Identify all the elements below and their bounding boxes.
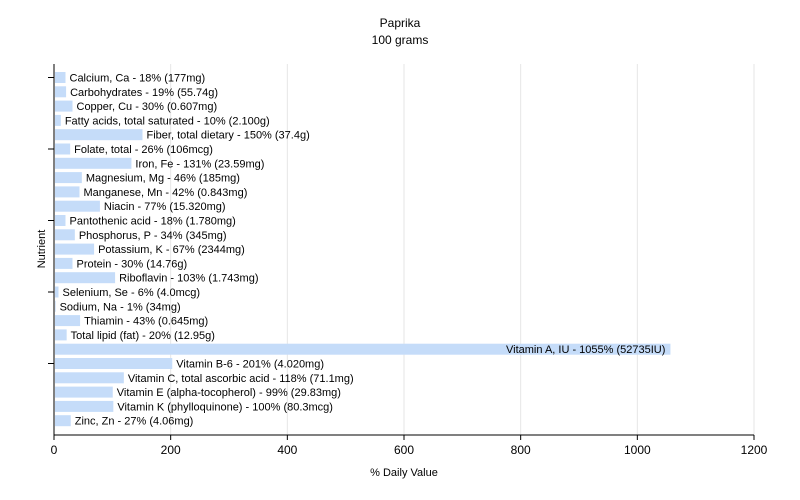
bar-label: Iron, Fe - 131% (23.59mg) (135, 158, 264, 170)
bar (55, 229, 75, 241)
x-tick-label: 1000 (624, 443, 651, 457)
bar-label: Riboflavin - 103% (1.743mg) (119, 273, 258, 285)
bar (55, 329, 67, 341)
grid (170, 64, 755, 435)
chart-subtitle: 100 grams (372, 33, 429, 47)
bar-label: Fiber, total dietary - 150% (37.4g) (147, 130, 310, 142)
bar-label: Magnesium, Mg - 46% (185mg) (86, 173, 240, 185)
bar (55, 86, 67, 98)
bar-label: Total lipid (fat) - 20% (12.95g) (71, 330, 215, 342)
x-tick-label: 1200 (741, 443, 768, 457)
bar-label: Thiamin - 43% (0.645mg) (84, 316, 208, 328)
bar (55, 143, 71, 155)
bar-label: Pantothenic acid - 18% (1.780mg) (70, 216, 236, 228)
bar-label: Vitamin K (phylloquinone) - 100% (80.3mc… (117, 401, 333, 413)
bar-label: Protein - 30% (14.76g) (77, 258, 188, 270)
bar (55, 215, 66, 226)
x-tick-label: 800 (511, 443, 531, 457)
bar-label: Vitamin C, total ascorbic acid - 118% (7… (128, 373, 354, 385)
bar-label: Phosphorus, P - 34% (345mg) (79, 230, 227, 242)
bar-label: Vitamin B-6 - 201% (4.020mg) (176, 359, 324, 371)
bar-label: Sodium, Na - 1% (34mg) (60, 301, 181, 313)
bar (55, 272, 116, 284)
x-tick-label: 400 (277, 443, 297, 457)
bar-label: Copper, Cu - 30% (0.607mg) (77, 101, 218, 113)
bar-label: Vitamin A, IU - 1055% (52735IU) (506, 344, 665, 356)
bar (55, 400, 114, 412)
bar (55, 172, 82, 184)
bar (55, 300, 56, 312)
bar-label: Calcium, Ca - 18% (177mg) (70, 73, 206, 85)
x-axis-label: % Daily Value (370, 467, 438, 479)
chart-title: Paprika (380, 16, 421, 30)
y-axis-label: Nutrient (36, 230, 48, 269)
bar-label: Potassium, K - 67% (2344mg) (98, 244, 245, 256)
bar (55, 129, 143, 141)
bar-label: Niacin - 77% (15.320mg) (104, 201, 226, 213)
bar-label: Selenium, Se - 6% (4.0mcg) (63, 287, 201, 299)
x-tick-label: 200 (161, 443, 181, 457)
bar (55, 358, 173, 369)
axes: 0 200 400 600 800 1000 1200 (48, 64, 768, 457)
bar (55, 243, 95, 255)
bar (55, 200, 100, 212)
bar (55, 315, 81, 327)
bar (55, 286, 59, 298)
bar (55, 100, 73, 112)
bar-label: Folate, total - 26% (106mcg) (74, 144, 213, 156)
bar (55, 415, 71, 427)
x-tick-label: 0 (51, 443, 58, 457)
bar-label: Vitamin E (alpha-tocopherol) - 99% (29.8… (117, 387, 341, 399)
bar-label: Carbohydrates - 19% (55.74g) (70, 87, 218, 99)
bar-label: Zinc, Zn - 27% (4.06mg) (75, 416, 194, 428)
bar (55, 157, 132, 169)
bar (55, 72, 66, 83)
bar-label: Fatty acids, total saturated - 10% (2.10… (65, 115, 270, 127)
bar (55, 386, 113, 398)
bars: Calcium, Ca - 18% (177mg) Carbohydrates -… (55, 72, 671, 428)
bar (55, 186, 80, 198)
bar-label: Manganese, Mn - 42% (0.843mg) (84, 187, 248, 199)
bar (55, 343, 671, 355)
x-tick-label: 600 (394, 443, 414, 457)
bar (55, 114, 61, 126)
bar (55, 372, 124, 384)
bar (55, 257, 73, 269)
